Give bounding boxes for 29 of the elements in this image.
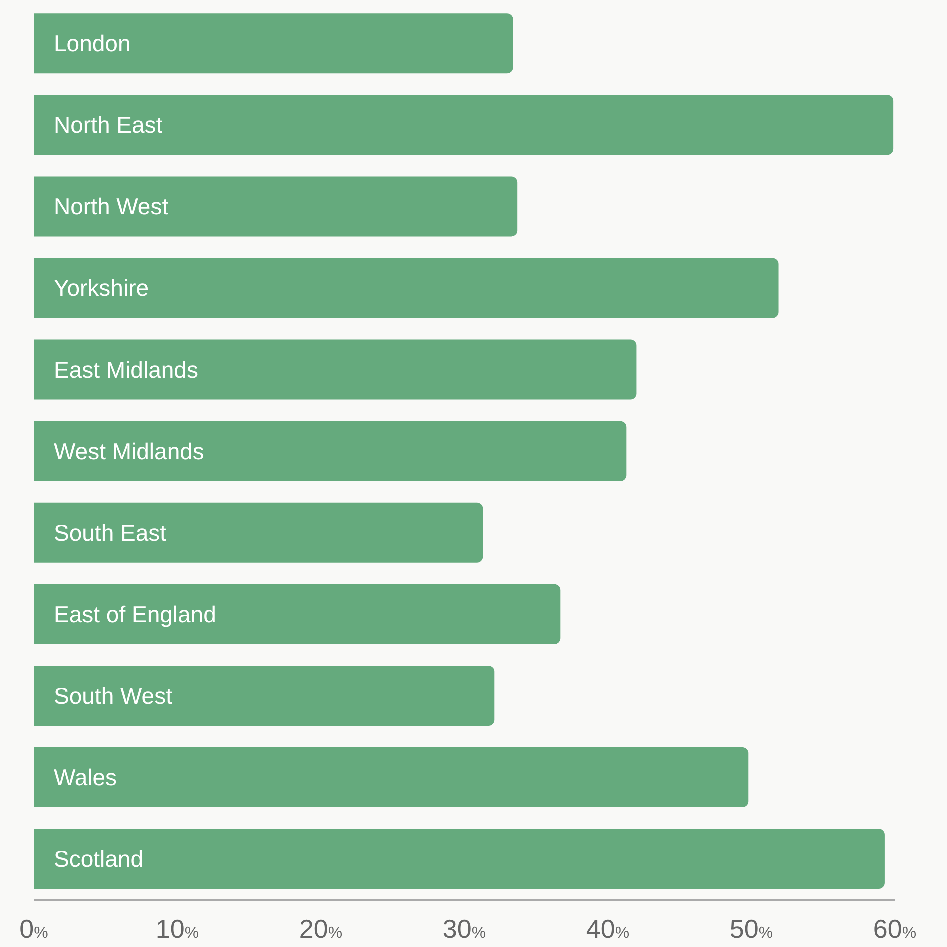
bar bbox=[34, 502, 484, 563]
y-tick-label: South West bbox=[54, 682, 174, 709]
bar bbox=[34, 340, 637, 400]
bar bbox=[34, 666, 495, 726]
bar bbox=[34, 584, 561, 644]
x-tick-label: 50% bbox=[730, 914, 774, 944]
bar bbox=[34, 829, 885, 890]
bar bbox=[34, 421, 627, 482]
y-tick-label: East of England bbox=[54, 601, 216, 628]
x-tick-label: 30% bbox=[442, 914, 486, 944]
y-tick-label: South East bbox=[54, 520, 168, 546]
bar bbox=[34, 14, 514, 74]
y-tick-label: Scotland bbox=[54, 846, 144, 872]
x-tick-label: 10% bbox=[156, 914, 200, 944]
bar bbox=[34, 748, 749, 808]
bar bbox=[34, 258, 779, 318]
bar bbox=[34, 95, 894, 156]
x-tick-label: 20% bbox=[299, 914, 343, 944]
x-tick-label: 40% bbox=[586, 914, 630, 944]
y-tick-label: London bbox=[54, 30, 131, 57]
bar bbox=[34, 176, 518, 237]
y-tick-label: West Midlands bbox=[54, 438, 204, 464]
x-tick-label: 60% bbox=[873, 914, 917, 944]
y-tick-label: Yorkshire bbox=[54, 275, 150, 302]
y-tick-label: Wales bbox=[54, 764, 118, 791]
y-tick-label: East Midlands bbox=[54, 356, 198, 383]
y-tick-label: North East bbox=[54, 112, 164, 138]
x-tick-label: 0% bbox=[20, 914, 48, 944]
y-tick-label: North West bbox=[54, 194, 170, 220]
